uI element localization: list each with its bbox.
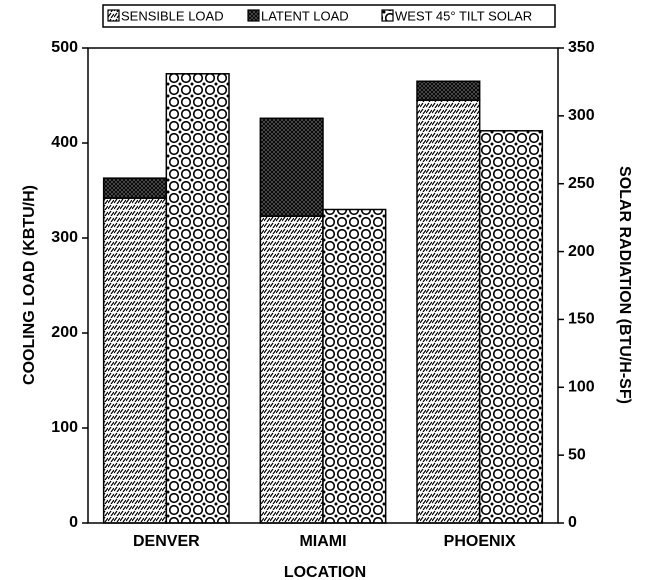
legend-swatch: [107, 9, 120, 22]
x-tick-label: DENVER: [133, 533, 200, 550]
bar: [259, 117, 324, 217]
bar: [322, 208, 387, 524]
y-tick-label: 400: [51, 134, 78, 151]
y2-tick-label: 0: [568, 514, 577, 531]
x-tick-label: MIAMI: [299, 533, 346, 550]
y2-tick-label: 100: [568, 379, 595, 396]
legend-label: WEST 45° TILT SOLAR: [395, 8, 532, 23]
plot-frame: [87, 47, 559, 524]
bar: [165, 73, 230, 524]
bar: [259, 215, 324, 524]
y2-tick-label: 200: [568, 243, 595, 260]
y2-tick-label: 150: [568, 311, 595, 328]
bar: [416, 99, 481, 524]
y-axis-label: COOLING LOAD (KBTU/H): [21, 185, 38, 385]
y-tick-label: 300: [51, 229, 78, 246]
y-tick-label: 100: [51, 419, 78, 436]
bar: [416, 80, 481, 101]
y-tick-label: 0: [69, 514, 78, 531]
x-axis-label: LOCATION: [284, 564, 366, 580]
x-tick-label: PHOENIX: [444, 533, 516, 550]
y-tick-label: 200: [51, 324, 78, 341]
y2-tick-label: 50: [568, 446, 586, 463]
legend-swatch: [381, 9, 394, 22]
y2-tick-label: 250: [568, 175, 595, 192]
y2-axis-label: SOLAR RADIATION (BTU/H-SF): [616, 166, 633, 404]
legend-label: SENSIBLE LOAD: [121, 8, 224, 23]
bar: [102, 177, 168, 199]
legend-box: [102, 4, 556, 28]
bar: [102, 197, 168, 524]
y2-tick-label: 350: [568, 39, 595, 56]
legend-label: LATENT LOAD: [261, 8, 349, 23]
y2-tick-label: 300: [568, 107, 595, 124]
bar: [478, 130, 544, 524]
y-tick-label: 500: [51, 39, 78, 56]
legend-swatch: [247, 9, 260, 22]
